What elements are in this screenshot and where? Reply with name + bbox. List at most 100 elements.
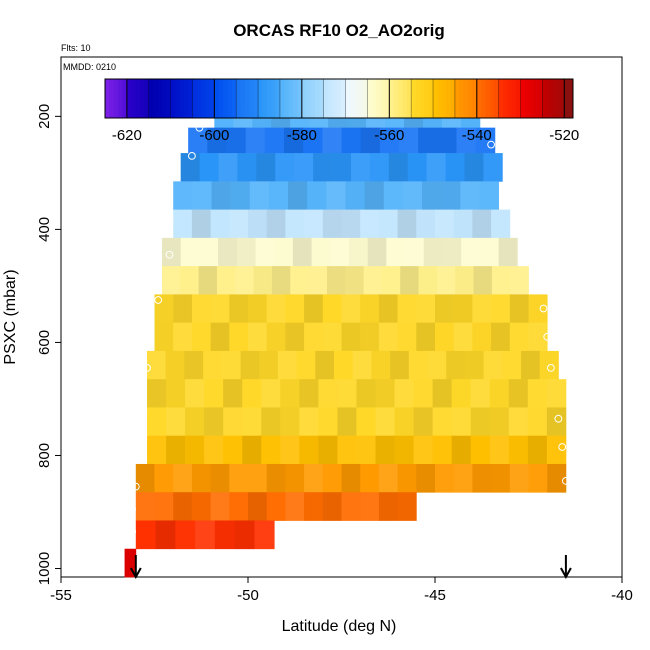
heatmap-cell [191, 209, 211, 239]
heatmap-cell [154, 463, 174, 493]
heatmap-cell [413, 379, 434, 408]
data-point [547, 364, 555, 372]
arrow-marker [560, 555, 572, 580]
colorbar-segment [183, 79, 189, 118]
mmdd-label: MMDD: 0210 [63, 62, 116, 72]
heatmap-cell [441, 181, 461, 211]
heatmap-cell [453, 294, 473, 324]
heatmap-cell [364, 181, 385, 211]
heatmap-cell [173, 322, 193, 352]
plot-frame [60, 56, 623, 578]
colorbar-segment [262, 79, 268, 118]
heatmap-cell [288, 181, 308, 211]
heatmap-cell [173, 294, 193, 324]
heatmap-cell [491, 322, 511, 352]
data-point [562, 477, 570, 485]
x-tick-label: -40 [611, 587, 633, 604]
heatmap-cell [135, 463, 155, 493]
arrow-head [560, 567, 572, 580]
heatmap-cell [436, 266, 456, 295]
heatmap-cell [418, 266, 438, 295]
colorbar-segment [240, 79, 246, 118]
colorbar-segment [153, 79, 158, 118]
heatmap-cell [423, 237, 443, 267]
heatmap-cell [173, 209, 193, 239]
heatmap-cell [394, 407, 414, 437]
y-tick-label: 800 [36, 443, 53, 468]
x-tick-label: -50 [237, 587, 259, 604]
heatmap-cell [456, 127, 477, 154]
heatmap-cell [242, 379, 262, 408]
heatmap-cell [432, 379, 453, 408]
y-tick-label: 400 [36, 217, 53, 242]
heatmap-cells [124, 99, 567, 578]
heatmap-cell [379, 127, 400, 154]
colorbar-segment [227, 79, 233, 118]
heatmap-cell [345, 266, 364, 295]
heatmap-cell [360, 127, 381, 154]
heatmap-cell [330, 237, 350, 267]
heatmap-cell [223, 407, 243, 437]
colorbar-segment [328, 79, 333, 118]
heatmap-cell [491, 266, 511, 295]
heatmap-cell [191, 463, 211, 493]
heatmap-cell [223, 379, 243, 408]
colorbar-segment [314, 79, 320, 118]
heatmap-cell [341, 127, 362, 154]
colorbar-segment [481, 79, 486, 118]
heatmap-cell [223, 435, 243, 465]
colorbar-segment [524, 79, 530, 118]
heatmap-cell [489, 407, 510, 437]
heatmap-cell [318, 435, 338, 465]
heatmap-cell [199, 237, 219, 267]
heatmap-cell [390, 350, 410, 380]
heatmap-cell [218, 153, 238, 182]
heatmap-cell [296, 350, 316, 380]
heatmap-cell [261, 407, 281, 437]
heatmap-cell [261, 435, 281, 465]
heatmap-cell [192, 181, 212, 211]
colorbar-segment [332, 79, 338, 118]
heatmap-cell [195, 520, 216, 550]
heatmap-cell [210, 209, 230, 239]
heatmap-cell [491, 294, 511, 324]
heatmap-cell [435, 209, 455, 239]
heatmap-cell [388, 153, 409, 182]
heatmap-cell [322, 209, 342, 239]
heatmap-cell [416, 294, 436, 324]
heatmap-cell [547, 463, 567, 493]
heatmap-cell [185, 407, 205, 437]
colorbar-segment [441, 79, 447, 118]
heatmap-cell [453, 209, 473, 239]
heatmap-cell [318, 379, 338, 408]
heatmap-cell [284, 127, 304, 154]
colorbar-segment [380, 79, 386, 118]
heatmap-cell [326, 266, 346, 295]
heatmap-cell [185, 379, 205, 408]
colorbar-tick-label: -600 [199, 127, 229, 144]
arrow-head [129, 567, 142, 580]
heatmap-cell [337, 407, 357, 437]
colorbar-segment [148, 79, 154, 118]
heatmap-cell [191, 294, 211, 324]
data-point [139, 431, 148, 440]
colorbar-segment [567, 79, 570, 118]
heatmap-cell [203, 350, 223, 380]
heatmap-cell [367, 237, 387, 267]
colorbar-segment [201, 79, 206, 118]
heatmap-cell [322, 127, 342, 154]
colorbar-segment [209, 79, 215, 118]
heatmap-cell [405, 237, 425, 267]
colorbar-segment [105, 79, 110, 118]
heatmap-cell [266, 294, 286, 324]
heatmap-cell [271, 266, 291, 295]
colorbar-segment [389, 79, 395, 118]
heatmap-cell [442, 237, 462, 267]
x-axis: -55 -50 -45 -40 [50, 577, 633, 604]
heatmap-cell [475, 127, 496, 154]
colorbar-segment [266, 79, 272, 118]
heatmap-cell [234, 520, 255, 550]
heatmap-cell [375, 435, 395, 465]
heatmap-cell [285, 322, 305, 352]
